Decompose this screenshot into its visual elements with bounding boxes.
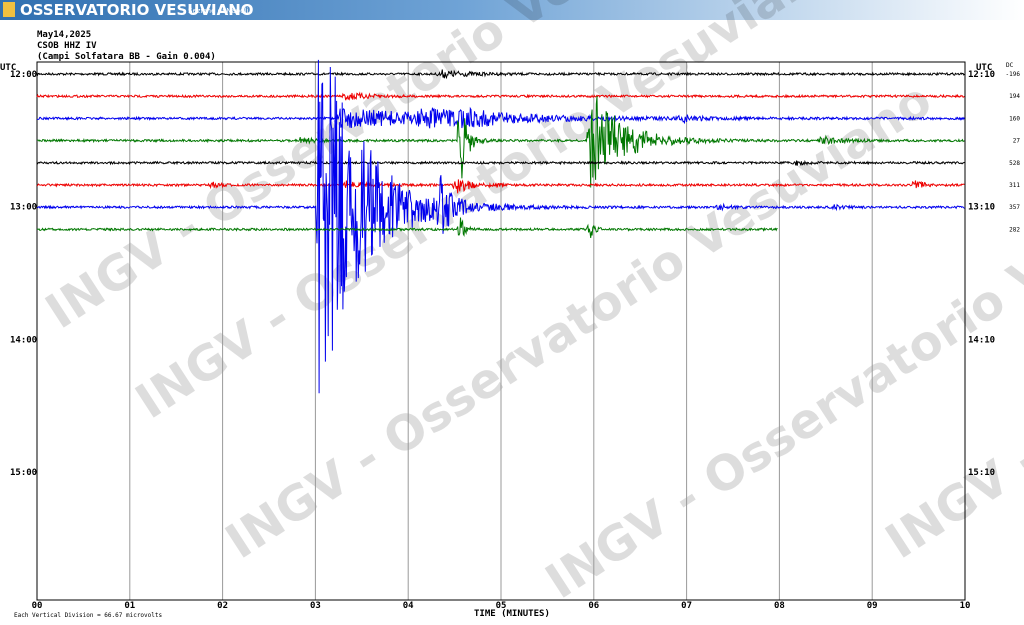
left-time: 12:00 [10, 70, 37, 80]
header-bar [0, 0, 1024, 20]
right-unit: UTC [976, 63, 992, 73]
x-tick-label: 06 [588, 601, 599, 611]
dc-value: 357 [1009, 204, 1020, 211]
labels: 00 01 02 03 04 05 06 07 08 09 10 12:00 12:10 13:00 13:… [10, 70, 1020, 611]
dc-value: 528 [1009, 160, 1020, 167]
left-time: 13:00 [10, 203, 37, 213]
x-tick-label: 05 [496, 601, 507, 611]
header-subtitle: Sezione di Napoli [188, 7, 248, 15]
dc-label: DC [1006, 62, 1014, 69]
seismic-trace [36, 91, 965, 101]
left-time: 15:00 [10, 468, 37, 478]
dc-value: 311 [1009, 182, 1020, 189]
seismic-trace [36, 159, 965, 167]
plot-frame [36, 61, 966, 601]
right-time: 12:10 [968, 70, 995, 80]
dc-value: 194 [1009, 93, 1020, 100]
right-time: 13:10 [968, 203, 995, 213]
seismic-trace [37, 106, 965, 132]
traces [36, 59, 965, 394]
x-tick-label: 07 [681, 601, 692, 611]
description: (Campi Solfatara BB - Gain 0.004) [37, 51, 216, 62]
x-tick-label: 03 [310, 601, 321, 611]
seismic-trace [36, 217, 778, 239]
seismic-trace [36, 179, 965, 194]
dc-value: 282 [1009, 226, 1020, 233]
dc-value: -196 [1006, 71, 1021, 78]
right-time: 14:10 [968, 335, 995, 345]
x-tick-label: 08 [774, 601, 785, 611]
x-tick-label: 09 [867, 601, 878, 611]
x-tick-label: 10 [960, 601, 971, 611]
x-tick-label: 00 [32, 601, 43, 611]
date: May14,2025 [37, 30, 91, 40]
right-time: 15:10 [968, 468, 995, 478]
seismic-trace [36, 59, 965, 394]
station: CSOB HHZ IV [37, 41, 97, 51]
dc-value: 27 [1013, 138, 1021, 145]
x-tick-label: 01 [124, 601, 135, 611]
scale-note: Each Vertical Division = 66.67 microvolt… [14, 612, 162, 619]
logo [3, 2, 15, 17]
x-tick-label: 04 [403, 601, 414, 611]
seismic-trace [37, 96, 965, 188]
x-axis-label: TIME (MINUTES) [474, 609, 550, 619]
left-unit: UTC [0, 63, 16, 73]
x-tick-label: 02 [217, 601, 228, 611]
header-title: OSSERVATORIO VESUVIANO [20, 1, 254, 19]
left-time: 14:00 [10, 335, 37, 345]
seismic-trace [36, 69, 965, 80]
dc-value: 160 [1009, 115, 1020, 122]
grid [129, 62, 873, 600]
